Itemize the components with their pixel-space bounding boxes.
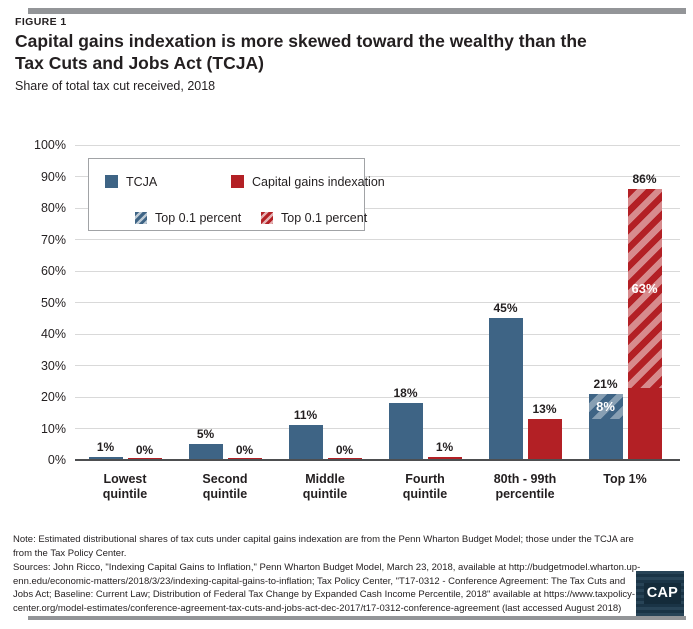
y-axis-tick-label: 50% bbox=[40, 295, 66, 310]
bar-value-label: 21% bbox=[593, 376, 618, 391]
x-axis-category-label: Top 1% bbox=[603, 472, 647, 486]
legend-label: Top 0.1 percent bbox=[155, 211, 242, 226]
bar-value-label: 45% bbox=[493, 301, 518, 316]
gridline bbox=[75, 207, 680, 209]
x-axis-category-label: Middle quintile bbox=[302, 472, 348, 501]
bar-tcja bbox=[88, 456, 123, 460]
x-axis-category-label: Fourth quintile bbox=[402, 472, 448, 501]
x-axis-category-label: 80th - 99th percentile bbox=[493, 472, 557, 501]
plot-area: TCJA Capital gains indexation Top 0.1 pe… bbox=[75, 144, 680, 461]
cap-logo: CAP bbox=[636, 571, 684, 619]
gridline bbox=[75, 365, 680, 366]
bar-chart: TCJA Capital gains indexation Top 0.1 pe… bbox=[0, 138, 693, 515]
bar-indexation bbox=[127, 457, 162, 460]
note-text: Note: Estimated distributional shares of… bbox=[13, 534, 634, 559]
bar-indexation bbox=[327, 457, 362, 460]
bar-tcja bbox=[288, 425, 323, 460]
legend-label: TCJA bbox=[126, 174, 158, 189]
bottom-divider-rule bbox=[28, 616, 686, 620]
bar-tcja bbox=[388, 403, 423, 460]
legend-item-tcja: TCJA bbox=[105, 170, 231, 194]
y-axis-tick-label: 90% bbox=[40, 169, 66, 184]
bar-value-label: 0% bbox=[135, 443, 154, 457]
tcja-swatch-icon bbox=[105, 175, 118, 189]
bar-indexation bbox=[427, 456, 462, 460]
gridline bbox=[75, 144, 680, 146]
bar-value-label: 1% bbox=[435, 439, 454, 454]
indexation-hatch-swatch-icon bbox=[261, 212, 273, 225]
figure-title: Capital gains indexation is more skewed … bbox=[15, 31, 587, 73]
cap-logo-text: CAP bbox=[643, 583, 681, 604]
legend-item-top01-tcja: Top 0.1 percent bbox=[135, 207, 241, 231]
y-axis-tick-label: 70% bbox=[40, 232, 66, 247]
indexation-swatch-icon bbox=[231, 175, 244, 189]
gridline bbox=[75, 396, 680, 398]
bar-value-label: 86% bbox=[632, 172, 657, 187]
tcja-hatch-swatch-icon bbox=[135, 212, 147, 225]
bar-value-label: 18% bbox=[393, 386, 418, 401]
x-axis-baseline bbox=[75, 459, 680, 461]
y-axis-tick-label: 100% bbox=[34, 138, 66, 152]
bar-indexation bbox=[527, 419, 562, 460]
bar-tcja bbox=[188, 444, 223, 460]
x-axis-category-label: Lowest quintile bbox=[102, 472, 148, 501]
y-axis-tick-label: 10% bbox=[40, 421, 66, 436]
top01-hatch-overlay: 63% bbox=[627, 189, 662, 388]
bar-indexation bbox=[227, 457, 262, 460]
gridline bbox=[75, 270, 680, 272]
bar-value-label: 0% bbox=[235, 443, 254, 457]
figure-number-label: FIGURE 1 bbox=[15, 16, 67, 28]
bar-tcja bbox=[488, 318, 523, 460]
gridline bbox=[75, 428, 680, 429]
top01-value-label: 63% bbox=[631, 280, 658, 296]
y-axis-tick-label: 80% bbox=[40, 201, 66, 215]
top01-hatch-overlay: 8% bbox=[588, 393, 623, 420]
top01-value-label: 8% bbox=[596, 398, 615, 414]
y-axis-tick-label: 20% bbox=[40, 390, 66, 404]
y-axis-tick-label: 0% bbox=[47, 453, 66, 467]
bar-indexation bbox=[627, 189, 662, 460]
figure-subtitle: Share of total tax cut received, 2018 bbox=[15, 79, 216, 93]
gridline bbox=[75, 239, 680, 240]
bar-tcja bbox=[588, 393, 623, 460]
bar-value-label: 0% bbox=[335, 443, 354, 457]
x-axis-category-label: Second quintile bbox=[202, 472, 248, 501]
gridline bbox=[75, 302, 680, 303]
bar-value-label: 5% bbox=[196, 427, 215, 442]
legend-label: Top 0.1 percent bbox=[281, 211, 368, 226]
legend-item-indexation: Capital gains indexation bbox=[231, 170, 385, 194]
legend-item-top01-indexation: Top 0.1 percent bbox=[261, 207, 385, 231]
bar-value-label: 1% bbox=[96, 439, 115, 454]
y-axis-tick-label: 30% bbox=[40, 358, 66, 373]
y-axis-tick-label: 40% bbox=[40, 327, 66, 341]
bar-value-label: 11% bbox=[293, 408, 318, 423]
gridline bbox=[75, 333, 680, 335]
legend-label: Capital gains indexation bbox=[252, 174, 385, 189]
y-axis-tick-label: 60% bbox=[40, 264, 66, 278]
gridline bbox=[75, 176, 680, 177]
bar-value-label: 13% bbox=[532, 402, 557, 417]
top-divider-rule bbox=[28, 8, 686, 14]
chart-legend: TCJA Capital gains indexation Top 0.1 pe… bbox=[88, 158, 385, 231]
sources-text: Sources: John Ricco, "Indexing Capital G… bbox=[13, 562, 641, 614]
